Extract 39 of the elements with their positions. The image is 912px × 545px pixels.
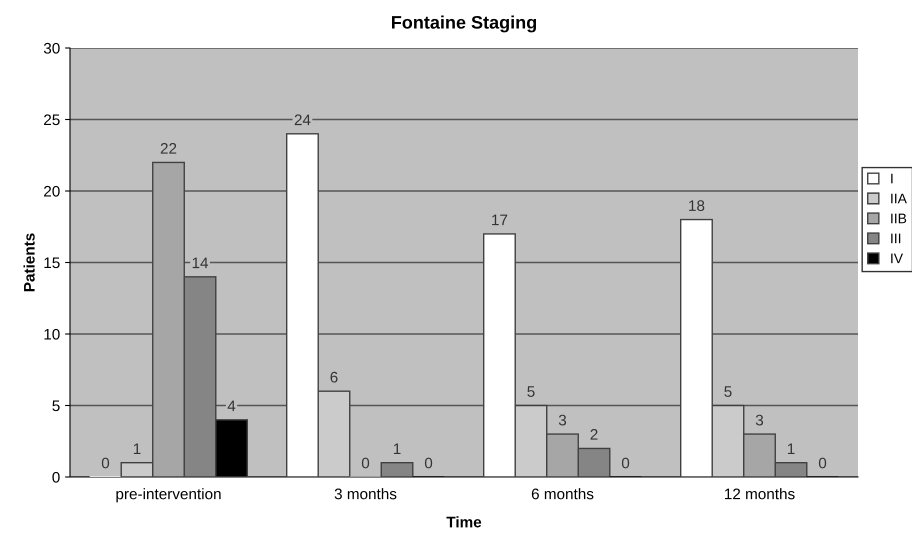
- data-label: 2: [590, 429, 598, 440]
- data-label: 0: [622, 458, 630, 468]
- data-label: 1: [134, 443, 140, 454]
- data-label: 1: [788, 443, 795, 454]
- legend-label: I: [891, 174, 893, 184]
- data-label: 6: [330, 372, 338, 383]
- data-label: 5: [527, 386, 535, 397]
- data-label: 14: [192, 258, 208, 268]
- data-label: 3: [756, 414, 764, 426]
- data-label: 17: [492, 214, 508, 226]
- legend-label: III: [891, 234, 900, 244]
- legend-label: IIA: [891, 194, 907, 204]
- chart-title: Fontaine Staging: [392, 15, 536, 32]
- data-label: 0: [424, 458, 432, 468]
- data-label: 0: [102, 458, 110, 468]
- y-tick-label: 15: [44, 258, 60, 268]
- data-label: 22: [160, 143, 176, 154]
- x-tick-label: 3 months: [334, 488, 396, 500]
- y-tick-label: 5: [52, 400, 60, 412]
- y-tick-label: 10: [44, 328, 60, 340]
- x-tick-label: 6 months: [532, 488, 594, 500]
- data-label: 5: [724, 386, 732, 397]
- data-label: 0: [818, 458, 826, 468]
- data-label: 24: [294, 114, 311, 126]
- legend-label: IIB: [891, 214, 906, 224]
- x-tick-label: 12 months: [725, 488, 795, 500]
- data-label: 3: [558, 414, 566, 426]
- data-label: 4: [228, 400, 236, 412]
- x-tick-label: pre-intervention: [116, 488, 221, 502]
- data-label: 1: [394, 443, 401, 454]
- y-tick-label: 20: [44, 186, 60, 197]
- data-label: 0: [362, 458, 370, 468]
- y-tick-label: 0: [52, 472, 60, 483]
- y-axis-title: Patients: [23, 233, 35, 292]
- y-tick-label: 30: [44, 42, 60, 54]
- legend-label: IV: [891, 254, 904, 264]
- data-label: 18: [689, 200, 704, 212]
- y-tick-label: 25: [44, 114, 60, 126]
- x-axis-title: Time: [446, 516, 482, 528]
